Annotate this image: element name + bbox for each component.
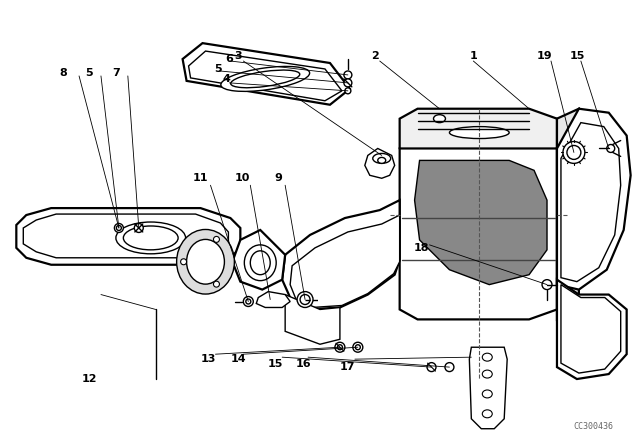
- Ellipse shape: [180, 259, 187, 265]
- Text: 18: 18: [414, 243, 429, 253]
- Ellipse shape: [445, 362, 454, 371]
- Ellipse shape: [116, 222, 186, 254]
- Ellipse shape: [449, 127, 509, 138]
- Ellipse shape: [243, 297, 253, 306]
- Ellipse shape: [124, 226, 178, 250]
- Polygon shape: [232, 230, 285, 289]
- Polygon shape: [561, 123, 621, 282]
- Ellipse shape: [433, 115, 445, 123]
- Ellipse shape: [353, 342, 363, 352]
- Polygon shape: [282, 200, 399, 310]
- Ellipse shape: [177, 229, 234, 294]
- Polygon shape: [285, 294, 340, 344]
- Polygon shape: [561, 284, 621, 373]
- Polygon shape: [23, 214, 228, 258]
- Text: 9: 9: [275, 173, 282, 183]
- Ellipse shape: [221, 66, 310, 91]
- Polygon shape: [557, 109, 579, 319]
- Text: 15: 15: [569, 51, 584, 61]
- Ellipse shape: [115, 224, 124, 233]
- Text: 15: 15: [268, 359, 283, 369]
- Ellipse shape: [483, 390, 492, 398]
- Ellipse shape: [607, 145, 614, 152]
- Ellipse shape: [355, 345, 360, 350]
- Text: 3: 3: [234, 51, 242, 61]
- Polygon shape: [415, 160, 547, 284]
- Ellipse shape: [187, 239, 225, 284]
- Ellipse shape: [344, 71, 352, 79]
- Ellipse shape: [214, 237, 220, 242]
- Text: 17: 17: [340, 362, 356, 372]
- Ellipse shape: [483, 410, 492, 418]
- Ellipse shape: [372, 154, 390, 164]
- Ellipse shape: [337, 345, 342, 350]
- Text: CC300436: CC300436: [573, 422, 614, 431]
- Ellipse shape: [344, 79, 352, 87]
- Text: 16: 16: [295, 359, 311, 369]
- Text: 13: 13: [201, 354, 216, 364]
- Polygon shape: [557, 280, 627, 379]
- Text: 4: 4: [223, 74, 230, 84]
- Polygon shape: [399, 109, 557, 159]
- Polygon shape: [557, 109, 630, 289]
- Ellipse shape: [297, 292, 313, 307]
- Polygon shape: [256, 292, 290, 307]
- Polygon shape: [399, 148, 557, 319]
- Ellipse shape: [246, 299, 251, 304]
- Ellipse shape: [214, 281, 220, 287]
- Polygon shape: [182, 43, 350, 105]
- Text: 14: 14: [230, 354, 246, 364]
- Ellipse shape: [378, 157, 386, 164]
- Text: 5: 5: [85, 68, 93, 78]
- Text: 7: 7: [112, 68, 120, 78]
- Ellipse shape: [300, 294, 310, 305]
- Ellipse shape: [250, 251, 270, 275]
- Ellipse shape: [563, 142, 585, 164]
- Text: 10: 10: [235, 173, 250, 183]
- Ellipse shape: [427, 362, 436, 371]
- Ellipse shape: [542, 280, 552, 289]
- Text: 1: 1: [470, 51, 477, 61]
- Ellipse shape: [134, 224, 143, 233]
- Text: 19: 19: [536, 51, 552, 61]
- Polygon shape: [469, 347, 507, 429]
- Polygon shape: [189, 51, 342, 101]
- Text: 5: 5: [214, 64, 222, 74]
- Text: 12: 12: [81, 374, 97, 384]
- Polygon shape: [365, 148, 395, 178]
- Polygon shape: [290, 215, 399, 307]
- Ellipse shape: [483, 370, 492, 378]
- Text: 8: 8: [60, 68, 67, 78]
- Ellipse shape: [567, 146, 581, 159]
- Ellipse shape: [483, 353, 492, 361]
- Ellipse shape: [116, 225, 122, 230]
- Text: 6: 6: [225, 54, 234, 64]
- Text: 2: 2: [371, 51, 379, 61]
- Text: 11: 11: [193, 173, 208, 183]
- Polygon shape: [17, 208, 241, 265]
- Ellipse shape: [244, 245, 276, 280]
- Ellipse shape: [345, 88, 351, 94]
- Ellipse shape: [335, 342, 345, 352]
- Ellipse shape: [230, 70, 300, 88]
